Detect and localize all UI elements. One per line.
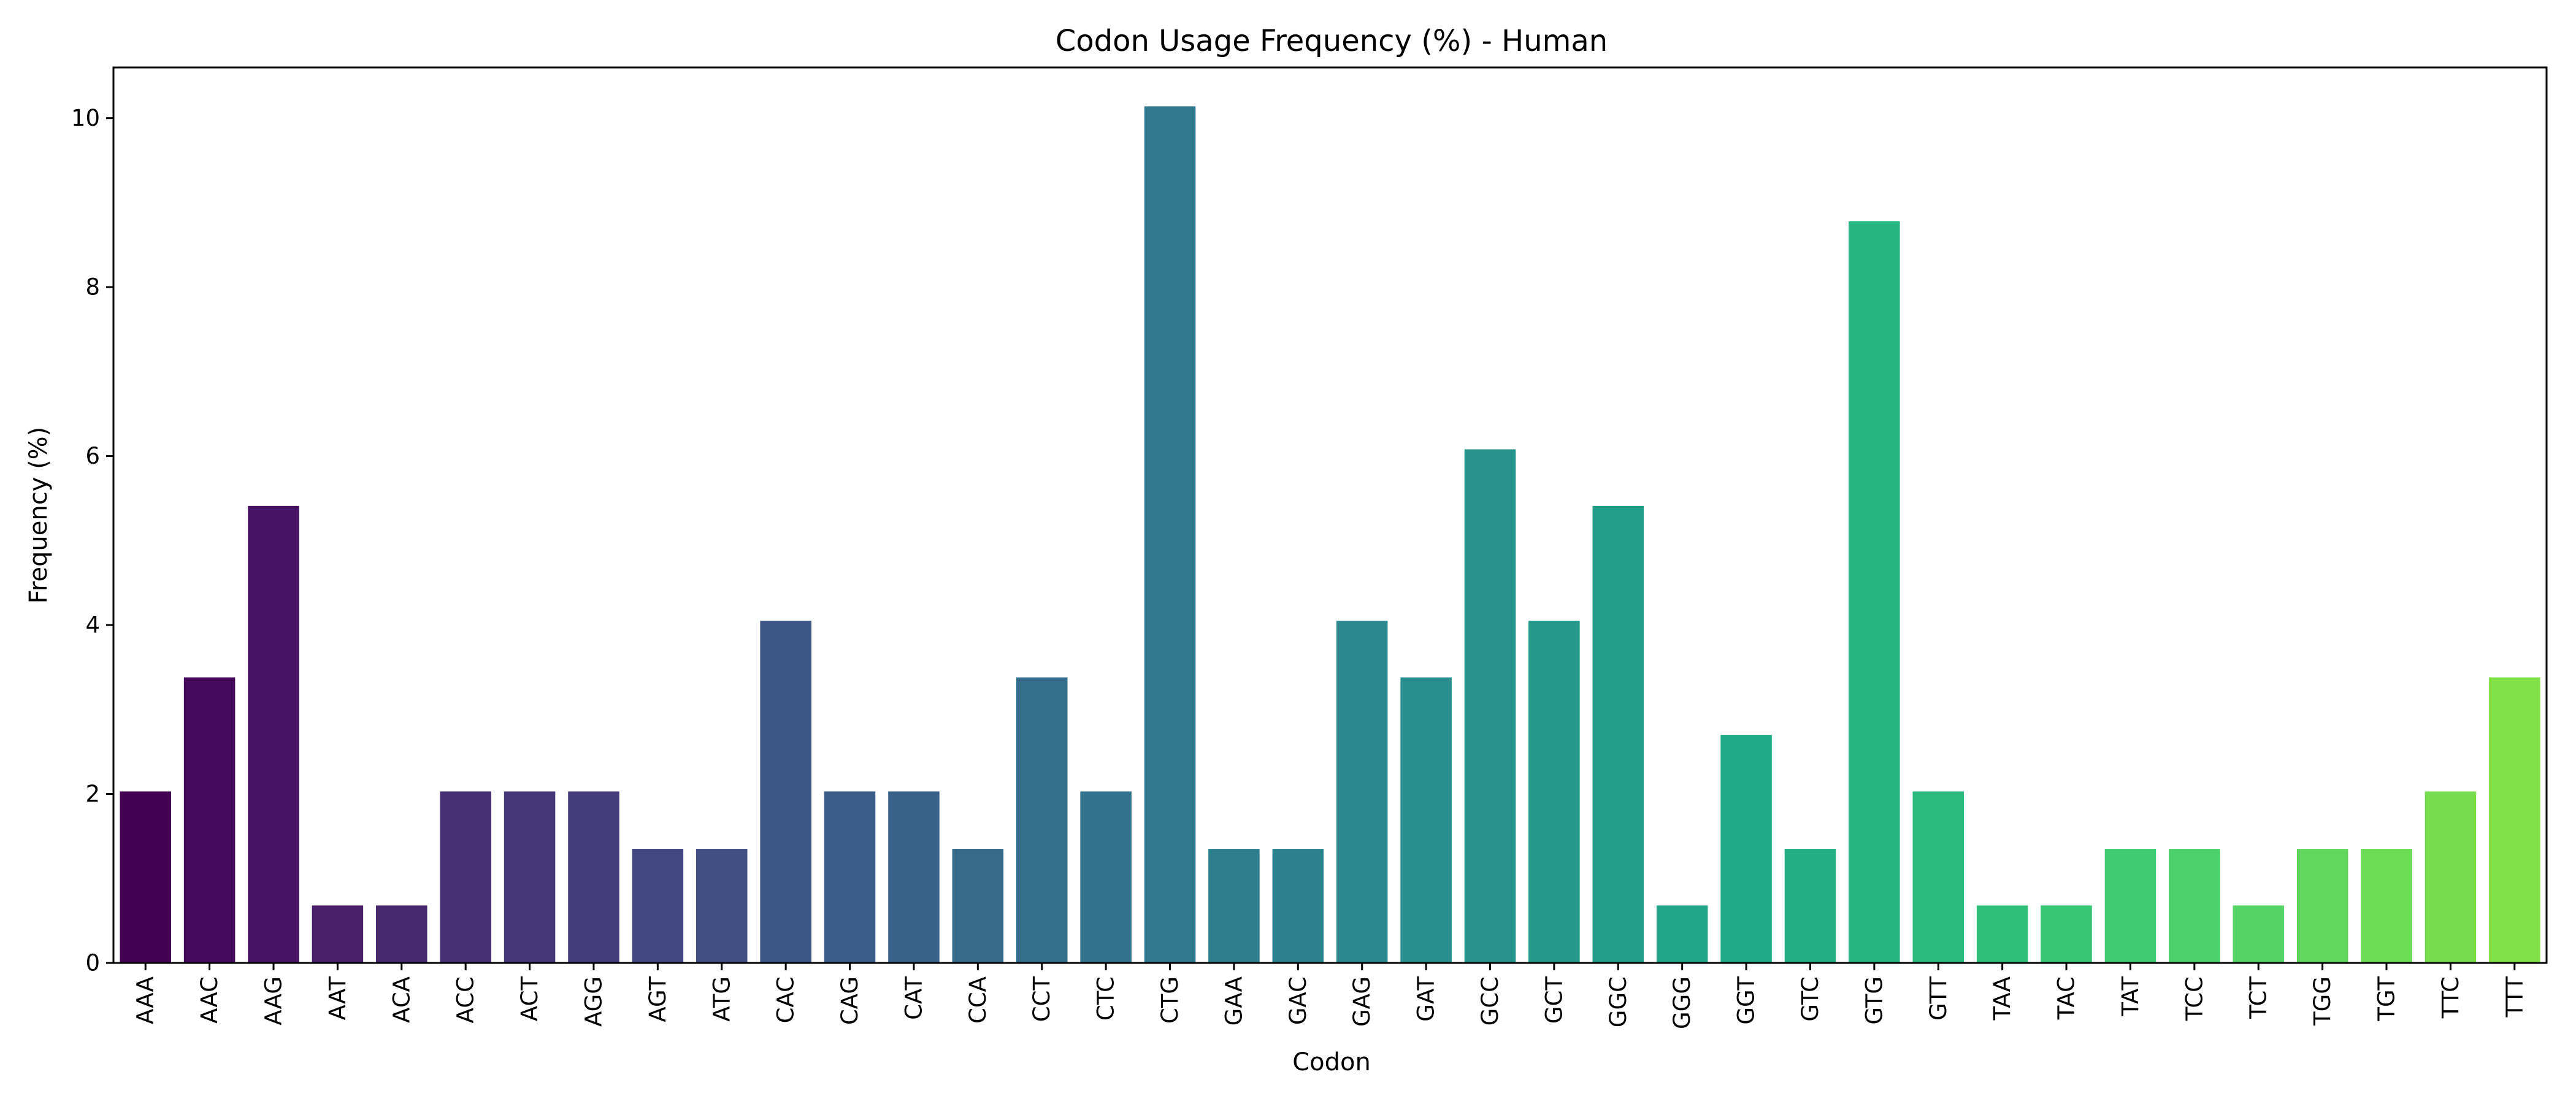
x-tick-label: TCC <box>2181 976 2207 1021</box>
bar-tat <box>2104 849 2156 963</box>
bar-ttt <box>2489 677 2540 963</box>
x-tick-label: AAA <box>132 976 159 1024</box>
bar-gtt <box>1912 791 1965 963</box>
x-tick-label: GCC <box>1477 976 1503 1025</box>
bar-ggt <box>1720 735 1772 963</box>
bar-aac <box>183 677 236 963</box>
y-axis-label: Frequency (%) <box>25 427 53 604</box>
bar-tac <box>2041 905 2092 963</box>
x-tick-label: TAT <box>2117 976 2144 1017</box>
bar-tcc <box>2169 849 2220 963</box>
bar-cac <box>760 621 811 963</box>
bar-gat <box>1400 677 1452 963</box>
bar-ctg <box>1144 106 1196 963</box>
x-tick-label: TGG <box>2309 976 2336 1026</box>
bar-tgg <box>2296 849 2348 963</box>
x-axis: AAA AAC AAG AAT ACA ACC ACT AGG AGT ATG CAC CAG CAT C… <box>132 963 2528 1029</box>
x-tick-label: AAT <box>324 976 351 1021</box>
y-tick-label: 8 <box>85 274 100 301</box>
x-tick-label: TGT <box>2374 976 2400 1022</box>
bar-ggg <box>1656 905 1708 963</box>
x-tick-label: CCA <box>965 976 991 1024</box>
bar-gac <box>1272 849 1324 963</box>
x-tick-label: CAC <box>773 976 799 1023</box>
x-tick-label: TTC <box>2437 976 2464 1019</box>
bar-gtg <box>1849 221 1900 964</box>
x-tick-label: GAA <box>1221 976 1247 1025</box>
bar-gag <box>1336 621 1388 963</box>
x-tick-label: GAT <box>1413 976 1439 1022</box>
x-tick-label: TAC <box>2053 976 2080 1020</box>
bar-agg <box>568 791 619 963</box>
bar-tct <box>2233 905 2284 963</box>
x-tick-label: GTG <box>1861 976 1887 1025</box>
y-tick-label: 10 <box>71 105 100 131</box>
bar-aaa <box>120 791 171 963</box>
bar-cca <box>952 849 1004 963</box>
bar-agt <box>632 849 684 963</box>
bar-tgt <box>2361 849 2412 963</box>
y-tick-label: 2 <box>85 781 100 807</box>
x-tick-label: AGT <box>645 976 671 1022</box>
bars-group <box>120 106 2540 964</box>
x-tick-label: CAG <box>837 976 863 1025</box>
x-tick-label: GGT <box>1733 976 1760 1025</box>
x-tick-label: CTG <box>1157 976 1183 1024</box>
x-tick-label: TTT <box>2501 976 2528 1018</box>
bar-cag <box>824 791 876 963</box>
x-tick-label: GAG <box>1349 976 1375 1027</box>
y-tick-label: 6 <box>85 443 100 469</box>
x-tick-label: GTT <box>1925 976 1952 1021</box>
x-tick-label: ACC <box>453 976 479 1023</box>
bar-acc <box>440 791 491 963</box>
bar-cct <box>1016 677 1068 963</box>
x-tick-label: TCT <box>2245 976 2272 1019</box>
y-axis: 0 2 4 6 8 10 <box>71 105 113 976</box>
bar-ctc <box>1080 791 1132 963</box>
x-tick-label: GTC <box>1797 976 1823 1022</box>
bar-atg <box>696 849 748 963</box>
x-tick-label: ACA <box>388 976 415 1023</box>
x-tick-label: ACT <box>516 976 543 1021</box>
x-tick-label: ATG <box>708 976 735 1022</box>
x-tick-label: CTC <box>1093 976 1119 1021</box>
bar-gtc <box>1784 849 1836 963</box>
x-tick-label: GAC <box>1285 976 1311 1025</box>
bar-act <box>504 791 556 963</box>
x-tick-label: GGG <box>1669 976 1695 1029</box>
bar-taa <box>1976 905 2028 963</box>
y-tick-label: 0 <box>85 950 100 976</box>
x-tick-label: CCT <box>1029 976 1055 1022</box>
bar-aca <box>376 905 427 963</box>
x-tick-label: GGC <box>1605 976 1631 1027</box>
bar-aag <box>248 505 299 963</box>
bar-ttc <box>2425 791 2477 963</box>
bar-ggc <box>1592 505 1644 963</box>
y-tick-label: 4 <box>85 612 100 638</box>
bar-gaa <box>1208 849 1260 963</box>
x-tick-label: AAC <box>196 976 223 1024</box>
bar-gct <box>1528 621 1580 963</box>
x-tick-label: TAA <box>1989 976 2015 1021</box>
chart-title: Codon Usage Frequency (%) - Human <box>1056 24 1608 58</box>
x-tick-label: GCT <box>1541 976 1567 1024</box>
x-axis-label: Codon <box>1292 1048 1371 1076</box>
x-tick-label: CAT <box>900 976 927 1020</box>
plot-frame <box>112 66 2548 964</box>
bar-cat <box>888 791 940 963</box>
bar-gcc <box>1464 449 1516 963</box>
bar-aat <box>312 905 364 963</box>
x-tick-label: AGG <box>580 976 607 1027</box>
x-tick-label: AAG <box>260 976 286 1025</box>
